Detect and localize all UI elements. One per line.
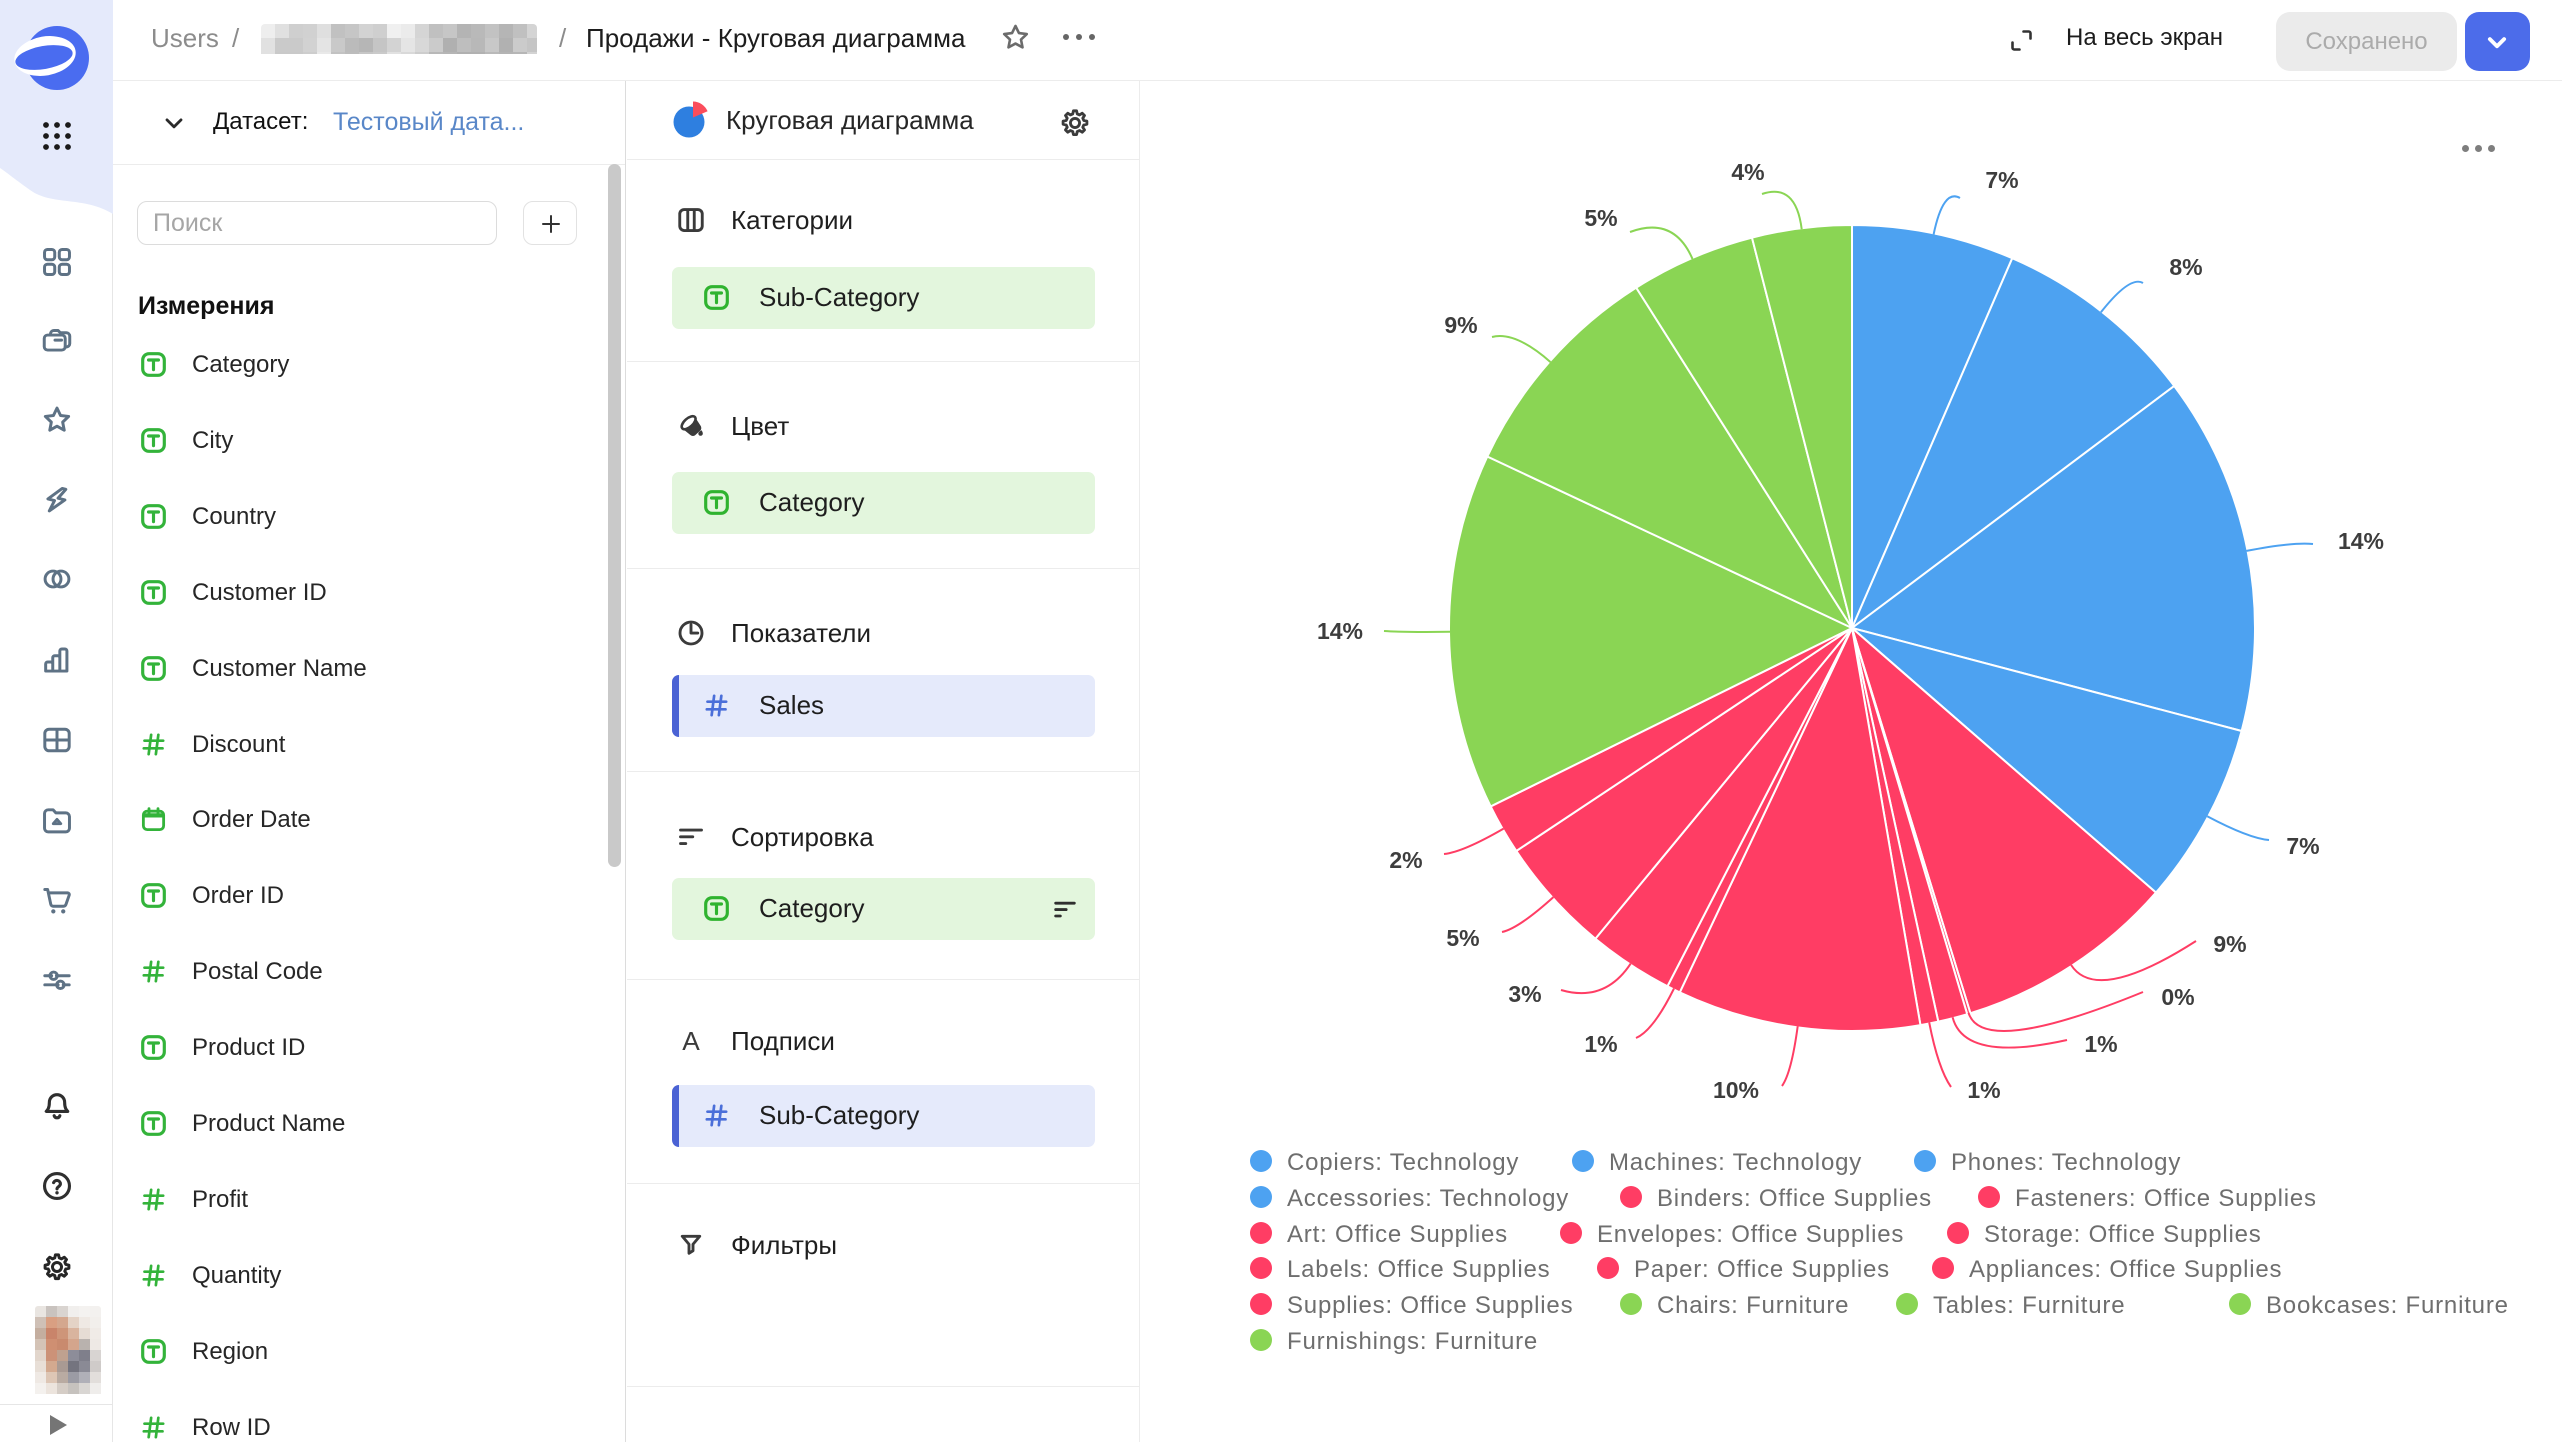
- svg-text:7%: 7%: [2286, 833, 2319, 859]
- svg-text:3%: 3%: [1508, 981, 1541, 1007]
- svg-text:1%: 1%: [2084, 1031, 2117, 1057]
- svg-text:1%: 1%: [1967, 1077, 2000, 1103]
- svg-text:9%: 9%: [1444, 312, 1477, 338]
- svg-text:10%: 10%: [1713, 1077, 1759, 1103]
- svg-text:7%: 7%: [1985, 167, 2018, 193]
- svg-text:A: A: [682, 1026, 700, 1056]
- svg-text:8%: 8%: [2169, 254, 2202, 280]
- svg-text:0%: 0%: [2161, 984, 2194, 1010]
- svg-text:4%: 4%: [1731, 159, 1764, 185]
- svg-text:9%: 9%: [2213, 931, 2246, 957]
- svg-text:5%: 5%: [1584, 205, 1617, 231]
- svg-text:1%: 1%: [1584, 1031, 1617, 1057]
- svg-text:2%: 2%: [1389, 847, 1422, 873]
- svg-text:14%: 14%: [1317, 618, 1363, 644]
- svg-text:5%: 5%: [1446, 925, 1479, 951]
- svg-text:14%: 14%: [2338, 528, 2384, 554]
